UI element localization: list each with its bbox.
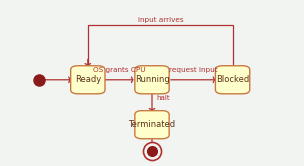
Text: input arrives: input arrives: [137, 17, 183, 23]
FancyBboxPatch shape: [71, 66, 105, 94]
Text: halt: halt: [157, 95, 170, 101]
Text: request input: request input: [169, 67, 217, 73]
Text: Blocked: Blocked: [216, 75, 249, 84]
Text: Running: Running: [135, 75, 169, 84]
Text: OS grants CPU: OS grants CPU: [93, 67, 145, 73]
Text: Ready: Ready: [75, 75, 101, 84]
FancyBboxPatch shape: [216, 66, 250, 94]
FancyBboxPatch shape: [135, 66, 169, 94]
Text: Terminated: Terminated: [128, 120, 176, 129]
FancyBboxPatch shape: [135, 111, 169, 139]
